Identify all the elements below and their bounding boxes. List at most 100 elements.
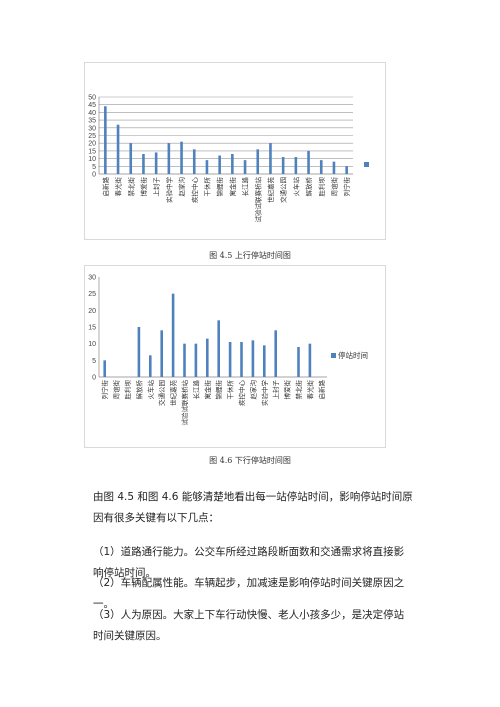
figure-caption-4-5: 图 4.5 上行停站时间图 xyxy=(209,251,291,260)
bar xyxy=(231,153,234,174)
x-tick-label: 锦鲤街 xyxy=(214,380,223,400)
x-tick-label: 火车站 xyxy=(291,177,300,197)
y-tick-label: 25 xyxy=(88,133,96,140)
x-tick-label: 试验试联赛桥站 xyxy=(180,380,189,426)
x-tick-label: 世纪嘉苑 xyxy=(169,380,178,407)
bar xyxy=(142,153,145,174)
x-tick-label: 干休所 xyxy=(202,177,211,197)
bar xyxy=(154,152,158,174)
bar xyxy=(103,360,106,377)
legend-label: 停站时间 xyxy=(338,350,368,360)
intro-paragraph: 由图 4.5 和图 4.6 能够清楚地看出每一站停站时间，影响停站时间原因有很多… xyxy=(93,491,413,524)
bar xyxy=(263,345,266,377)
x-tick-label: 锦鲤街 xyxy=(215,177,224,197)
bar xyxy=(194,343,198,377)
bar xyxy=(274,330,277,377)
bar xyxy=(149,355,152,377)
reason-item-1: （1）道路通行能力。公交车所经过路段断面数和交通需求将直接影响停站时间。 xyxy=(93,546,405,579)
x-tick-label: 干休所 xyxy=(226,380,235,400)
bar xyxy=(294,157,298,174)
x-tick-label: 上封子 xyxy=(152,177,161,197)
x-tick-label: 寓金街 xyxy=(203,380,212,400)
x-tick-label: 胜利坝 xyxy=(123,380,132,400)
bar xyxy=(129,143,133,174)
bar xyxy=(243,160,247,174)
x-tick-label: 春光街 xyxy=(114,177,123,197)
y-tick-label: 0 xyxy=(92,375,96,382)
y-tick-label: 15 xyxy=(88,148,96,155)
x-tick-label: 解放桥 xyxy=(304,177,313,197)
figure-caption-4-6: 图 4.6 下行停站时间图 xyxy=(209,456,291,465)
y-tick-label: 30 xyxy=(88,275,96,282)
legend-swatch xyxy=(364,162,369,167)
x-tick-label: 世纪嘉苑 xyxy=(266,177,275,204)
bar xyxy=(183,343,186,377)
bar xyxy=(167,143,171,174)
bar xyxy=(171,293,175,377)
x-tick-label: 试验试联赛桥站 xyxy=(253,177,262,223)
x-tick-label: 赵家沟 xyxy=(177,177,186,197)
x-tick-label: 赵家沟 xyxy=(248,380,257,400)
bar xyxy=(240,342,243,377)
x-tick-label: 长江路 xyxy=(241,177,250,197)
bar xyxy=(269,143,272,174)
chart-down-svg: 0 5 10 15 20 25 30 列宁街 周谊街 胜利坝 解放桥 火车站 交通公园 世纪嘉苑 试验试联赛… xyxy=(88,275,368,426)
x-tick-label: 博爱街 xyxy=(139,177,148,197)
x-tick-label: 春光街 xyxy=(305,380,314,400)
bar xyxy=(297,347,300,377)
y-tick-label: 40 xyxy=(88,110,96,117)
y-tick-label: 35 xyxy=(88,118,96,125)
x-tick-label: 周谊街 xyxy=(112,380,121,400)
bar xyxy=(206,338,209,377)
y-tick-label: 20 xyxy=(88,141,96,148)
y-tick-label: 25 xyxy=(88,291,96,298)
x-tick-label: 胜利坝 xyxy=(317,177,326,197)
chart-up-direction: 0 5 10 15 20 25 30 35 40 45 50 启新路 春光街 禁北街 博爱街 上封子 实验中学赵… xyxy=(84,62,386,240)
x-tick-label: 火车站 xyxy=(146,380,155,400)
bar xyxy=(256,149,260,174)
y-tick-label: 5 xyxy=(92,164,96,171)
legend-swatch xyxy=(331,353,336,358)
bar xyxy=(218,155,221,174)
bar xyxy=(137,327,141,377)
bar xyxy=(104,106,107,174)
x-tick-label: 上封子 xyxy=(271,380,280,400)
bar xyxy=(217,320,220,377)
bar xyxy=(281,157,285,174)
y-tick-label: 50 xyxy=(88,95,96,102)
bar xyxy=(205,160,209,174)
x-tick-label: 疾控中心 xyxy=(190,177,199,204)
bar xyxy=(251,340,255,377)
x-tick-label: 启新路 xyxy=(317,380,326,400)
y-tick-label: 10 xyxy=(88,341,96,348)
bar xyxy=(308,343,312,377)
x-tick-label: 交通公园 xyxy=(157,380,166,406)
x-tick-label: 长江路 xyxy=(191,380,200,400)
bar xyxy=(116,124,120,174)
bar xyxy=(345,166,348,174)
bar xyxy=(160,330,163,377)
bar xyxy=(192,149,196,174)
chart-up-svg: 05101520253035404550 启新路 春光街 禁北街 博爱街 上封子 实验中学赵… xyxy=(88,95,369,223)
reason-item-2: （2）车辆配属性能。车辆起步，加减速是影响停站时间关键原因之一。 xyxy=(93,577,405,610)
x-tick-label: 解放桥 xyxy=(134,380,143,400)
y-tick-label: 0 xyxy=(92,172,96,179)
x-tick-label: 寓金街 xyxy=(228,177,237,197)
y-tick-label: 20 xyxy=(88,308,96,315)
x-tick-label: 列宁街 xyxy=(100,380,109,400)
reason-item-3: （3）人为原因。大家上下车行动快慢、老人小孩多少，是决定停站时间关键原因。 xyxy=(93,609,405,642)
x-tick-label: 周谊街 xyxy=(329,177,338,197)
bar xyxy=(332,161,336,174)
y-tick-label: 30 xyxy=(88,125,96,132)
x-tick-label: 列宁街 xyxy=(342,177,351,197)
y-tick-label: 10 xyxy=(88,156,96,163)
x-tick-label: 实验中学 xyxy=(260,380,269,407)
bar xyxy=(228,342,232,377)
x-tick-label: 启新路 xyxy=(101,177,110,197)
y-tick-label: 15 xyxy=(88,325,96,332)
chart-down-direction: 0 5 10 15 20 25 30 列宁街 周谊街 胜利坝 解放桥 火车站 交通公园 世纪嘉苑 试验试联赛… xyxy=(84,265,386,448)
x-tick-label: 疾控中心 xyxy=(237,380,246,407)
x-tick-label: 禁北街 xyxy=(126,177,135,197)
y-tick-label: 45 xyxy=(88,102,96,109)
bar xyxy=(307,150,310,174)
